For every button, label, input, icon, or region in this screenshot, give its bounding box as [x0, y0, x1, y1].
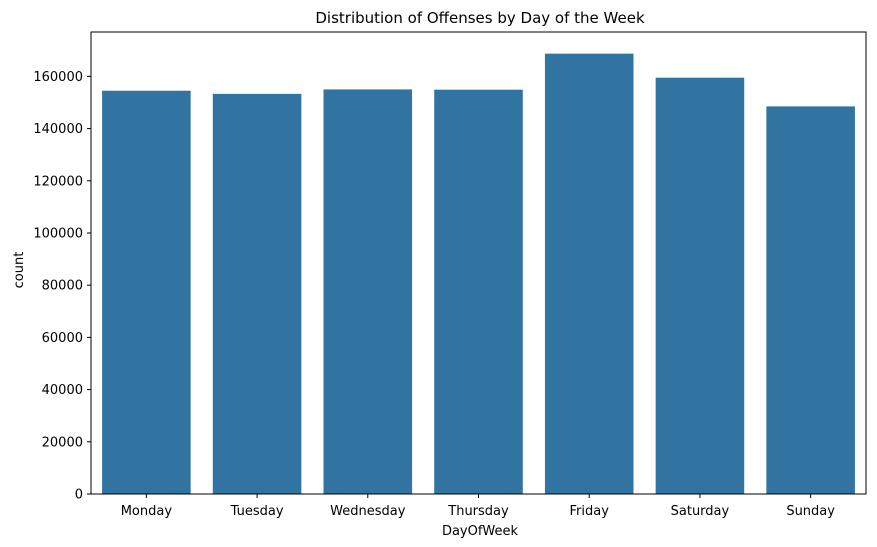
y-tick-label: 120000 [33, 174, 83, 189]
bar-wednesday [323, 89, 413, 494]
bar-thursday [434, 89, 523, 494]
bar-saturday [655, 77, 745, 494]
chart-title: Distribution of Offenses by Day of the W… [315, 9, 645, 27]
y-axis-label: count [12, 252, 27, 289]
y-axis: 0 20000 40000 60000 80000 100000 120000 140000 1… [33, 70, 91, 503]
bar-monday [102, 90, 191, 494]
x-axis: Monday Tuesday Wednesday Thursday Friday Satu… [121, 494, 835, 519]
y-tick-label: 80000 [42, 279, 83, 294]
plot-frame [90, 31, 867, 495]
x-tick-label: Friday [570, 504, 610, 519]
y-tick-label: 40000 [42, 383, 83, 398]
x-axis-label: DayOfWeek [442, 524, 519, 539]
y-tick-label: 0 [75, 488, 83, 503]
x-tick-label: Monday [121, 504, 173, 519]
x-tick-label: Saturday [671, 504, 730, 519]
y-tick-label: 60000 [42, 331, 83, 346]
x-tick-label: Tuesday [230, 504, 284, 519]
bar-tuesday [212, 93, 302, 494]
x-tick-label: Thursday [447, 504, 509, 519]
bars-group [102, 53, 855, 495]
bar-friday [544, 53, 634, 495]
y-tick-label: 140000 [33, 122, 83, 137]
y-tick-label: 160000 [33, 70, 83, 85]
y-tick-label: 100000 [33, 226, 83, 241]
x-tick-label: Sunday [786, 504, 835, 519]
bar-sunday [766, 106, 855, 494]
x-tick-label: Wednesday [330, 504, 406, 519]
y-tick-label: 20000 [42, 435, 83, 450]
